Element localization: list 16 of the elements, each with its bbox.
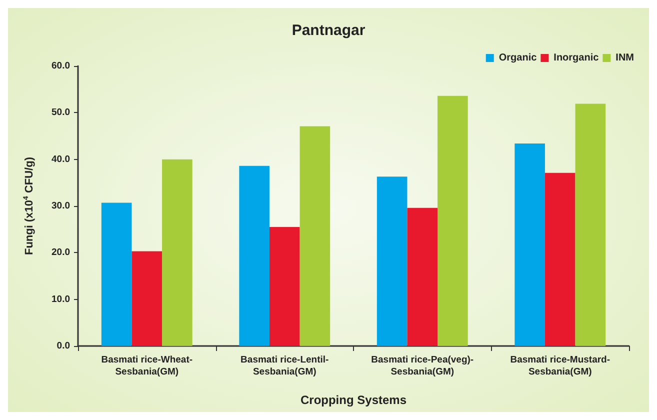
y-tick-label: 20.0 — [52, 247, 70, 258]
legend-label: Inorganic — [554, 52, 600, 64]
y-tick-label: 10.0 — [52, 294, 70, 305]
x-tick-label: Basmati rice-Mustard- Sesbania(GM) — [510, 354, 610, 378]
y-tick-label: 40.0 — [52, 154, 70, 165]
y-tick-label: 30.0 — [52, 200, 70, 212]
chart-title: Pantnagar — [292, 22, 366, 39]
x-tick-label: Basmati rice-Pea(veg)- Sesbania(GM) — [371, 354, 474, 378]
x-axis-title: Cropping Systems — [300, 393, 407, 407]
x-tick-label: Basmati rice-Lentil- Sesbania(GM) — [240, 354, 329, 378]
legend-label: Organic — [498, 52, 538, 64]
y-tick-label: 60.0 — [52, 60, 70, 72]
x-tick-label: Basmati rice-Wheat- Sesbania(GM) — [101, 354, 193, 378]
y-tick-label: 0.0 — [56, 340, 70, 352]
legend-label: INM — [616, 52, 634, 64]
y-tick-label: 50.0 — [52, 107, 70, 118]
